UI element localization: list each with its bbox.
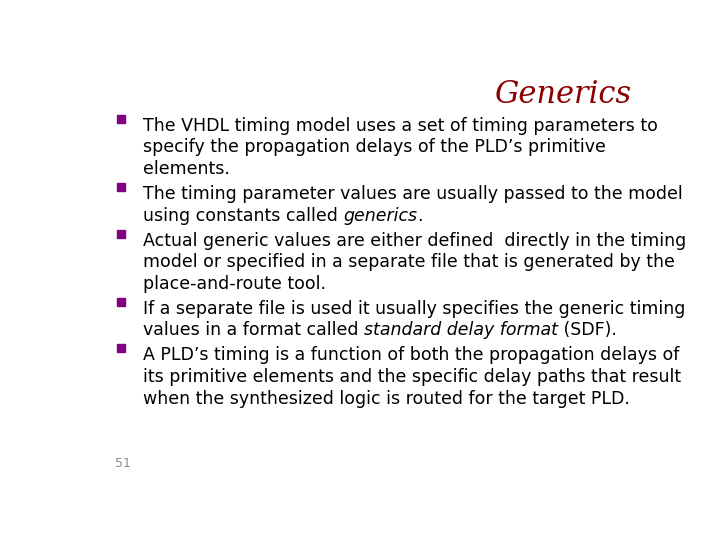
Text: using constants called: using constants called (143, 207, 343, 225)
Text: Generics: Generics (494, 79, 631, 110)
Text: If a separate file is used it usually specifies the generic timing: If a separate file is used it usually sp… (143, 300, 685, 318)
Text: standard delay format: standard delay format (364, 321, 558, 339)
Text: place-and-route tool.: place-and-route tool. (143, 275, 326, 293)
Text: elements.: elements. (143, 160, 230, 178)
Text: specify the propagation delays of the PLD’s primitive: specify the propagation delays of the PL… (143, 138, 606, 157)
Text: when the synthesized logic is routed for the target PLD.: when the synthesized logic is routed for… (143, 389, 630, 408)
Text: The VHDL timing model uses a set of timing parameters to: The VHDL timing model uses a set of timi… (143, 117, 658, 135)
Text: model or specified in a separate file that is generated by the: model or specified in a separate file th… (143, 253, 675, 271)
Text: its primitive elements and the specific delay paths that result: its primitive elements and the specific … (143, 368, 681, 386)
Text: Actual generic values are either defined  directly in the timing: Actual generic values are either defined… (143, 232, 686, 249)
Text: .: . (418, 207, 423, 225)
Text: generics: generics (343, 207, 418, 225)
Text: values in a format called: values in a format called (143, 321, 364, 339)
Text: 51: 51 (115, 457, 131, 470)
Text: The timing parameter values are usually passed to the model: The timing parameter values are usually … (143, 185, 683, 203)
Text: (SDF).: (SDF). (558, 321, 617, 339)
Text: A PLD’s timing is a function of both the propagation delays of: A PLD’s timing is a function of both the… (143, 346, 680, 364)
